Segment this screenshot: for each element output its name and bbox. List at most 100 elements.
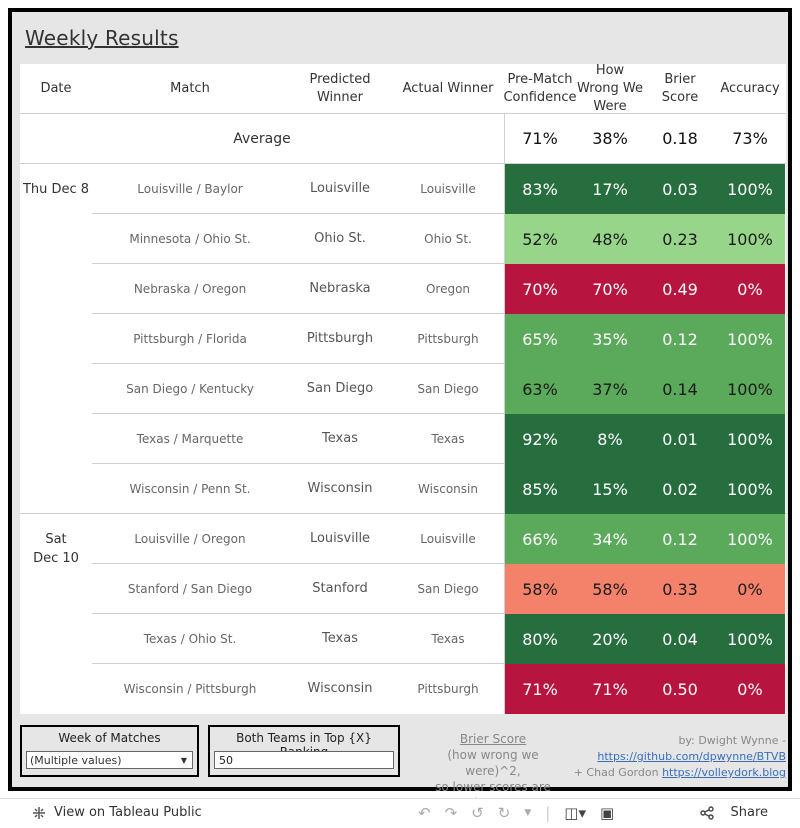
row-wrong-cell: 71% [575,664,645,714]
tableau-toolbar: View on Tableau Public ↶ ↷ ↺ ↻ ▼ | ◫▾ ▣ … [0,798,800,828]
row-brier-cell: 0.50 [645,664,715,714]
header-predicted-winner: Predicted Winner [309,71,371,105]
comment-icon[interactable]: ◫▾ [564,804,586,822]
row-actual: San Diego [417,581,479,596]
tableau-icon [33,806,45,819]
row-wrong-cell: 34% [575,514,645,564]
row-match: Stanford / San Diego [127,581,253,596]
dashboard-frame: Weekly Results Date Match Predicted Winn… [8,8,792,810]
row-accuracy-cell: 100% [715,364,785,414]
row-accuracy-cell: 100% [715,414,785,464]
blog-link[interactable]: https://volleydork.blog [662,766,786,779]
average-accuracy: 73% [732,129,768,148]
row-match: Louisville / Baylor [137,181,243,196]
row-match: Minnesota / Ohio St. [129,231,251,246]
rank-filter-input[interactable]: 50 [214,751,394,769]
week-filter-label: Week of Matches [58,731,161,745]
header-actual-winner: Actual Winner [402,80,494,96]
row-actual: Wisconsin [418,481,478,496]
view-on-tableau-button[interactable]: View on Tableau Public [32,805,202,820]
row-match: Pittsburgh / Florida [133,331,247,346]
row-actual: Pittsburgh [417,681,479,696]
row-brier-cell: 0.12 [645,314,715,364]
row-brier-cell: 0.49 [645,264,715,314]
row-actual: Louisville [420,531,476,546]
share-button[interactable]: Share [700,805,768,820]
date-sat-dec-10: Sat Dec 10 [33,532,79,566]
row-confidence-cell: 85% [505,464,575,514]
row-match: Texas / Ohio St. [143,631,237,646]
undo-icon[interactable]: ↶ [418,804,431,822]
toolbar-actions: ↶ ↷ ↺ ↻ ▼ | ◫▾ ▣ [418,804,614,822]
row-accuracy-cell: 0% [715,664,785,714]
date-thu-dec-8: Thu Dec 8 [22,182,90,197]
brier-note-line1: (how wrong we were)^2, [447,748,539,778]
row-wrong-cell: 48% [575,214,645,264]
row-accuracy-cell: 0% [715,564,785,614]
row-confidence-cell: 65% [505,314,575,364]
row-actual: Louisville [420,181,476,196]
average-confidence: 71% [522,129,558,148]
github-link[interactable]: https://github.com/dpwynne/BTVB [597,750,786,763]
row-predicted: Pittsburgh [306,331,374,346]
row-wrong-cell: 37% [575,364,645,414]
header-brier-score: Brier Score [661,71,699,105]
fullscreen-icon[interactable]: ▣ [600,804,615,822]
week-filter: Week of Matches (Multiple values) ▼ [20,725,199,777]
row-actual: Pittsburgh [417,331,479,346]
row-divider [92,413,504,414]
brier-note-title: Brier Score [459,732,527,746]
credits: by: Dwight Wynne - https://github.com/dp… [574,733,786,781]
row-match: Wisconsin / Penn St. [129,481,251,496]
row-accuracy-cell: 100% [715,164,785,214]
average-brier-score: 0.18 [662,129,698,148]
row-accuracy-cell: 100% [715,614,785,664]
redo-icon[interactable]: ↷ [444,804,458,822]
row-brier-cell: 0.12 [645,514,715,564]
row-brier-cell: 0.23 [645,214,715,264]
row-predicted: Ohio St. [314,231,366,246]
row-actual: Ohio St. [424,231,472,246]
row-wrong-cell: 70% [575,264,645,314]
credit-plus: + Chad Gordon [573,766,659,779]
row-predicted: Louisville [309,181,371,196]
row-accuracy-cell: 100% [715,464,785,514]
results-table: Date Match Predicted Winner Actual Winne… [20,62,786,714]
refresh-icon[interactable]: ↻ [497,804,511,822]
row-predicted: Stanford [312,581,368,596]
header-confidence: Pre-Match Confidence [503,71,577,105]
share-icon [700,805,715,820]
row-confidence-cell: 52% [505,214,575,264]
row-accuracy-cell: 100% [715,214,785,264]
row-actual: Texas [431,631,465,646]
average-how-wrong: 38% [592,129,628,148]
row-predicted: Texas [322,431,358,446]
row-divider [92,363,504,364]
row-accuracy-cell: 100% [715,314,785,364]
revert-icon[interactable]: ↺ [471,804,484,822]
dropdown-arrow-icon[interactable]: ▼ [180,756,187,765]
row-confidence-cell: 63% [505,364,575,414]
view-on-tableau-label: View on Tableau Public [54,805,202,820]
row-confidence-cell: 92% [505,414,575,464]
row-brier-cell: 0.03 [645,164,715,214]
header-accuracy: Accuracy [720,80,780,96]
row-confidence-cell: 70% [505,264,575,314]
average-column-divider [504,114,505,164]
header-how-wrong: How Wrong We Were [577,62,643,114]
bottom-controls: Week of Matches (Multiple values) ▼ Both… [20,725,786,810]
row-confidence-cell: 58% [505,564,575,614]
week-filter-select[interactable]: (Multiple values) ▼ [26,751,193,769]
average-divider [20,163,786,164]
header-divider [20,113,786,114]
row-match: Texas / Marquette [136,431,244,446]
average-label: Average [233,130,291,147]
row-wrong-cell: 17% [575,164,645,214]
share-label: Share [730,805,768,820]
row-accuracy-cell: 0% [715,264,785,314]
row-actual: Texas [431,431,465,446]
row-predicted: Texas [322,631,358,646]
chevron-down-icon[interactable]: ▼ [524,808,532,818]
row-divider [92,313,504,314]
week-filter-value: (Multiple values) [30,754,122,767]
